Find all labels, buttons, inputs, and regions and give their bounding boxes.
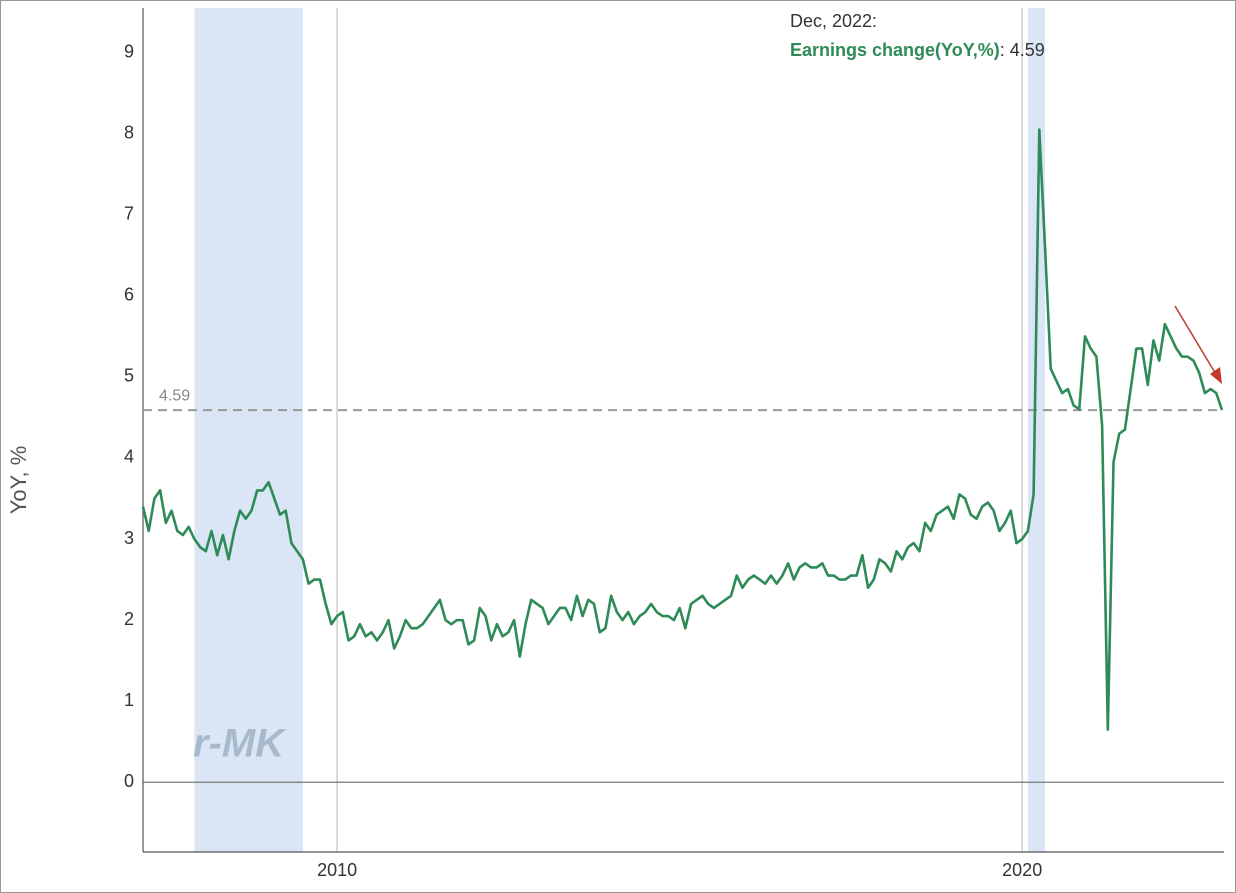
arrow-shaft	[1174, 305, 1218, 377]
y-tick-label: 8	[124, 122, 134, 142]
tooltip-date: Dec, 2022:	[790, 11, 877, 31]
tooltip-number: 4.59	[1010, 40, 1045, 60]
x-tick-label: 2020	[1002, 860, 1042, 880]
y-tick-label: 9	[124, 41, 134, 61]
y-tick-label: 3	[124, 528, 134, 548]
y-tick-label: 4	[124, 447, 134, 467]
y-axis-label: YoY, %	[6, 446, 31, 515]
y-tick-label: 7	[124, 203, 134, 223]
tooltip-series-name: Earnings change(YoY,%)	[790, 40, 1000, 60]
recession-band	[1027, 8, 1046, 852]
series-line	[141, 128, 1224, 731]
y-tick-label: 0	[124, 771, 134, 791]
reference-label: 4.59	[159, 387, 190, 404]
y-tick-label: 5	[124, 366, 134, 386]
y-tick-label: 6	[124, 285, 134, 305]
tooltip-separator: :	[1000, 40, 1010, 60]
recession-band	[194, 8, 303, 852]
x-tick-label: 2010	[317, 860, 357, 880]
y-tick-label: 1	[124, 690, 134, 710]
watermark: r-MK	[193, 722, 287, 766]
arrow-head	[1210, 367, 1222, 384]
tooltip-value: Earnings change(YoY,%): 4.59	[790, 40, 1045, 60]
y-tick-label: 2	[124, 609, 134, 629]
